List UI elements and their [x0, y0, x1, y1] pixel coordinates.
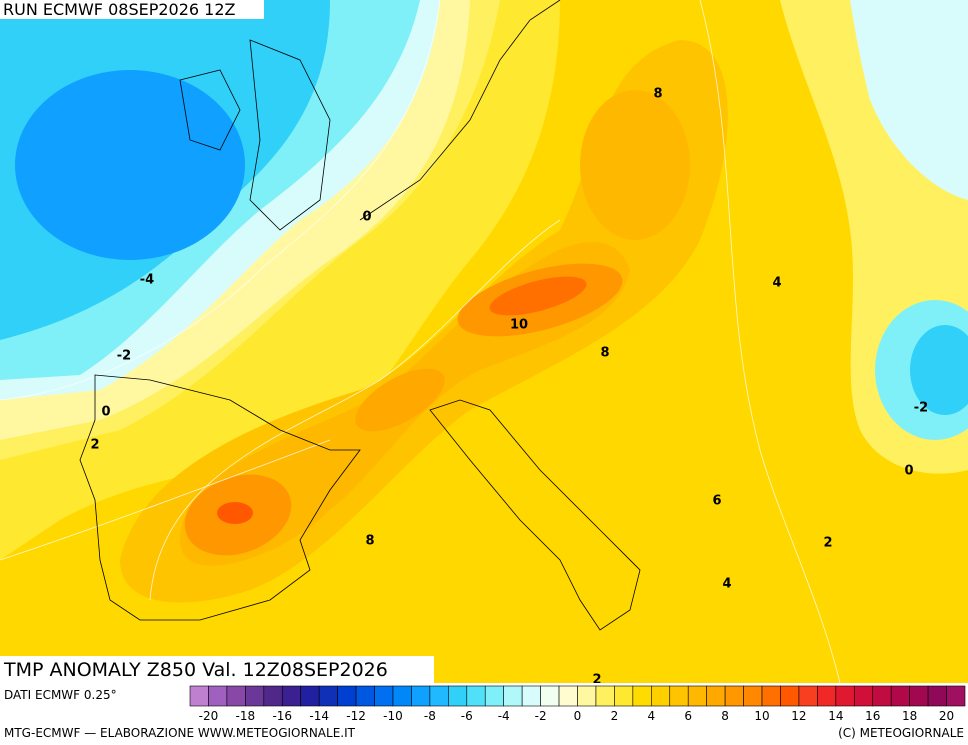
colorbar-label: -16	[272, 709, 292, 723]
color-swatch	[245, 685, 265, 707]
contour-label: 10	[510, 318, 528, 333]
colorbar-label: -6	[461, 709, 473, 723]
colorbar-label: -14	[309, 709, 329, 723]
colorbar-label: -20	[199, 709, 219, 723]
color-swatch	[909, 685, 929, 707]
credit: MTG-ECMWF — ELABORAZIONE WWW.METEOGIORNA…	[4, 726, 356, 740]
color-swatch	[946, 685, 966, 707]
color-swatch	[208, 685, 228, 707]
color-swatch	[374, 685, 394, 707]
color-swatch	[614, 685, 634, 707]
colorbar-label: 18	[902, 709, 917, 723]
color-swatch	[355, 685, 375, 707]
color-swatch	[817, 685, 837, 707]
colorbar-label: -8	[424, 709, 436, 723]
color-swatch	[927, 685, 947, 707]
colorbar-label: -4	[498, 709, 510, 723]
color-swatch	[872, 685, 892, 707]
color-swatch	[466, 685, 486, 707]
colorbar-label: 8	[721, 709, 729, 723]
color-swatch	[577, 685, 597, 707]
color-swatch	[780, 685, 800, 707]
data-source: DATI ECMWF 0.25°	[4, 688, 117, 702]
contour-label: 0	[362, 210, 371, 225]
copyright: (C) METEOGIORNALE	[838, 726, 964, 740]
color-swatch	[595, 685, 615, 707]
color-swatch	[890, 685, 910, 707]
color-swatch	[540, 685, 560, 707]
color-swatch	[521, 685, 541, 707]
map-field	[0, 0, 968, 684]
contour-label: -2	[117, 349, 131, 364]
color-swatch	[743, 685, 763, 707]
color-swatch	[484, 685, 504, 707]
colorbar-label: 6	[684, 709, 692, 723]
color-swatch	[761, 685, 781, 707]
colorbar-label: 14	[828, 709, 843, 723]
contour-label: 0	[101, 405, 110, 420]
contour-label: 4	[772, 276, 781, 291]
color-swatch	[411, 685, 431, 707]
color-swatch	[669, 685, 689, 707]
colorbar-label: 0	[574, 709, 582, 723]
colorbar-label: -2	[535, 709, 547, 723]
contour-labels: 0 -4 -2 0 2 8 4 10 8 -2 0 6 8 2 4 2	[90, 87, 928, 688]
contour-label: 8	[365, 534, 374, 549]
run-title: RUN ECMWF 08SEP2026 12Z	[3, 0, 236, 19]
contour-label: 6	[712, 494, 721, 509]
color-swatch	[392, 685, 412, 707]
color-swatch	[706, 685, 726, 707]
colorbar-label: -12	[346, 709, 366, 723]
color-swatch	[835, 685, 855, 707]
title-box	[0, 656, 434, 683]
colorbar: -20 -18 -16 -14 -12 -10 -8 -6 -4 -2 0 2 4 6 8 10 12 14 16 1…	[189, 685, 966, 723]
colorbar-label: 12	[791, 709, 806, 723]
color-swatch	[448, 685, 468, 707]
contour-label: -2	[914, 401, 928, 416]
colorbar-label: -18	[236, 709, 256, 723]
contour-label: 2	[90, 438, 99, 453]
header-box	[0, 0, 264, 19]
colorbar-label: 20	[939, 709, 954, 723]
color-swatch	[337, 685, 357, 707]
colorbar-label: 4	[647, 709, 655, 723]
colorbar-label: 2	[611, 709, 619, 723]
color-swatch	[263, 685, 283, 707]
color-swatch	[651, 685, 671, 707]
contour-label: 0	[904, 464, 913, 479]
color-swatch	[189, 685, 209, 707]
color-swatch	[318, 685, 338, 707]
color-swatch	[429, 685, 449, 707]
color-swatch	[724, 685, 744, 707]
contour-label: -4	[140, 273, 154, 288]
contour-label: 2	[823, 536, 832, 551]
contour-label: 4	[722, 577, 731, 592]
color-swatch	[226, 685, 246, 707]
color-swatch	[558, 685, 578, 707]
color-swatch	[300, 685, 320, 707]
color-swatch	[798, 685, 818, 707]
color-swatch	[853, 685, 874, 707]
color-swatch	[503, 685, 523, 707]
contour-label: 8	[653, 87, 662, 102]
color-swatch	[281, 685, 302, 707]
color-swatch	[687, 685, 707, 707]
color-swatch	[632, 685, 652, 707]
colorbar-label: 10	[754, 709, 769, 723]
contour-label: 2	[592, 673, 601, 688]
contour-label: 8	[600, 346, 609, 361]
map-title: TMP ANOMALY Z850 Val. 12Z08SEP2026	[3, 659, 388, 681]
colorbar-label: 16	[865, 709, 880, 723]
colorbar-label: -10	[383, 709, 403, 723]
